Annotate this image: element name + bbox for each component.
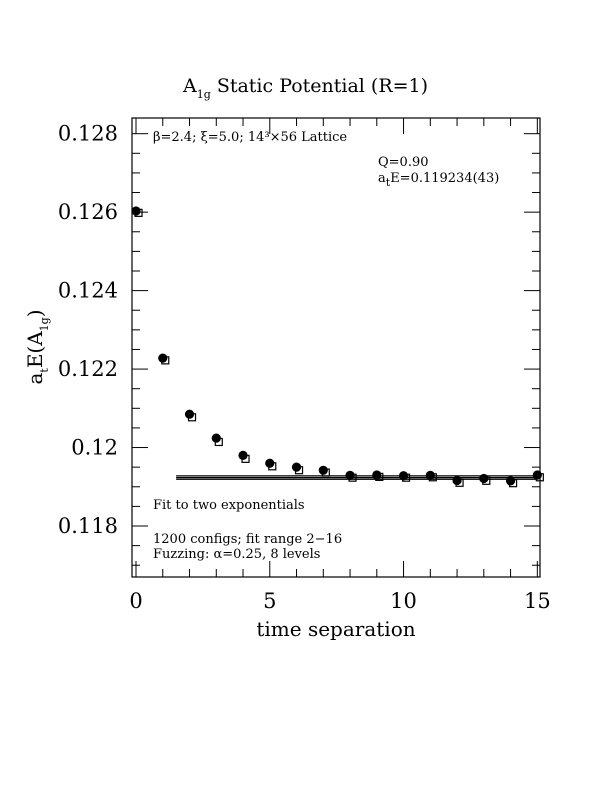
y-tick-label: 0.126 [58, 200, 118, 224]
filled-circle-point [345, 470, 355, 480]
y-tick-label: 0.128 [58, 122, 118, 146]
fit-band [176, 475, 538, 480]
title-rest: Static Potential (R=1) [211, 75, 428, 97]
chart-title: A1g Static Potential (R=1) [182, 75, 428, 101]
energy-subscript: t [386, 176, 391, 189]
x-tick-label: 15 [524, 589, 551, 613]
title-subscript: 1g [197, 88, 211, 101]
filled-circle-point [318, 465, 328, 475]
filled-circle-point [158, 353, 168, 363]
y-tick-label: 0.122 [58, 357, 118, 381]
filled-circle-point [238, 450, 248, 460]
filled-circle-point [211, 433, 221, 443]
x-tick-label: 5 [263, 589, 276, 613]
filled-circle-point [372, 470, 382, 480]
y-axis-label: atE(A1g) [23, 309, 51, 384]
filled-circle-point [184, 409, 195, 419]
y-tick-label: 0.124 [58, 279, 118, 303]
energy-value: E=0.119234(43) [390, 171, 499, 186]
data-markers [131, 206, 544, 488]
lattice-annotation: β=2.4; ξ=5.0; 14³×56 Lattice [153, 130, 347, 145]
x-tick-label: 10 [390, 589, 417, 613]
y-tick-label: 0.118 [58, 514, 118, 538]
filled-circle-point [131, 206, 141, 216]
title-main: A [182, 75, 197, 97]
filled-circle-point [479, 473, 489, 484]
ylabel-mid: E(A [23, 331, 47, 368]
ylabel-a-subscript: t [38, 368, 51, 373]
configs-annotation: 1200 configs; fit range 2−16 [153, 532, 342, 547]
y-tick-label: 0.12 [71, 436, 118, 460]
filled-circle-point [532, 470, 542, 480]
ylabel-end: ) [23, 309, 47, 317]
filled-circle-point [398, 471, 409, 481]
ylabel-mid-subscript: 1g [38, 317, 51, 331]
plot-frame [131, 117, 541, 578]
x-tick-label: 0 [129, 589, 142, 613]
energy-a: a [378, 171, 386, 186]
energy-annotation: atE=0.119234(43) [378, 171, 499, 189]
filled-circle-point [425, 470, 435, 480]
fuzzing-annotation: Fuzzing: α=0.25, 8 levels [153, 547, 320, 562]
fit-annotation: Fit to two exponentials [153, 498, 305, 513]
tick-labels: 0.118 0.12 0.122 0.124 0.126 0.128 0 5 10 15 [58, 122, 551, 613]
filled-circle-point [291, 462, 302, 472]
x-axis-label: time separation [256, 617, 415, 641]
filled-circle-point [505, 476, 516, 486]
ylabel-a: a [23, 373, 47, 385]
filled-circle-point [265, 458, 275, 468]
filled-circle-point [452, 475, 462, 486]
q-annotation: Q=0.90 [378, 155, 429, 170]
